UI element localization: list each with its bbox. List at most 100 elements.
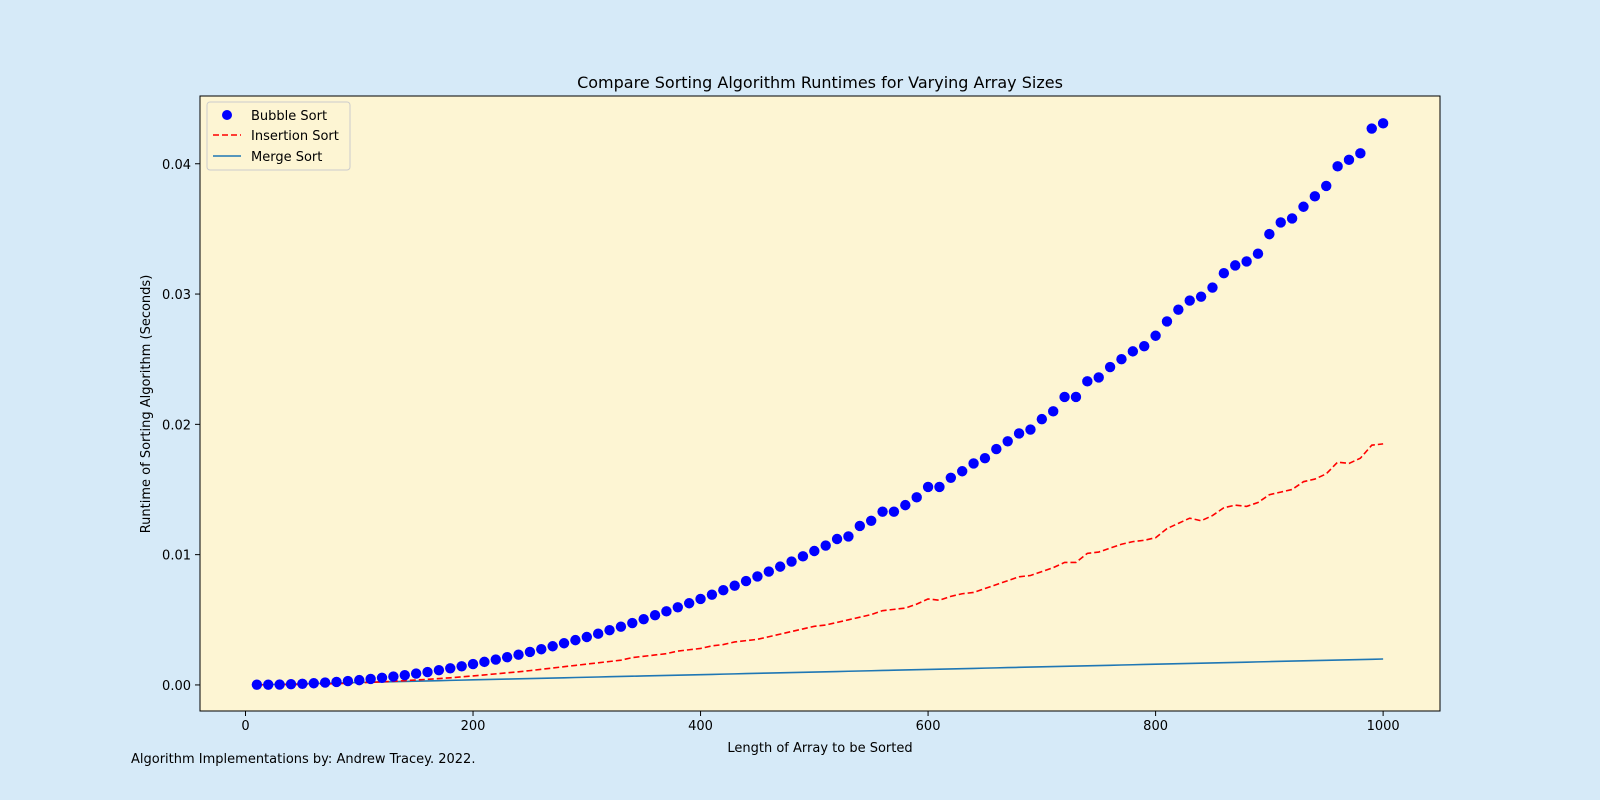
bubble-sort-point [706,589,718,600]
bubble-sort-point [900,499,911,511]
bubble-sort-point [445,663,456,674]
bubble-sort-point [615,621,627,632]
bubble-sort-point [297,678,308,689]
bubble-sort-point [968,458,979,469]
axes-background [200,96,1440,711]
bubble-sort-point [456,661,467,672]
legend-marker-bubble-sort [222,110,232,120]
bubble-sort-point [1139,340,1150,352]
bubble-sort-point [1161,316,1173,327]
bubble-sort-point [1070,391,1082,403]
bubble-sort-point [1275,217,1286,228]
x-tick-label: 0 [241,719,249,734]
bubble-sort-point [513,649,524,660]
bubble-sort-point [263,679,274,690]
bubble-sort-point [774,561,786,572]
x-tick-label: 800 [1143,719,1168,734]
bubble-sort-point [1321,180,1332,192]
bubble-sort-point [877,506,888,517]
y-axis-label: Runtime of Sorting Algorithm (Seconds) [139,275,154,534]
bubble-sort-point [649,610,661,621]
bubble-sort-point [957,466,968,477]
legend-label-bubble-sort: Bubble Sort [251,109,327,124]
bubble-sort-point [433,665,445,676]
bubble-sort-point [820,540,831,551]
x-tick-label: 400 [688,719,713,734]
bubble-sort-point [570,634,581,646]
bubble-sort-point [319,677,331,688]
y-tick-label: 0.02 [162,418,191,433]
x-tick-label: 1000 [1367,719,1400,734]
bubble-sort-point [479,656,490,668]
bubble-sort-point [558,638,570,649]
bubble-sort-point [888,506,900,517]
bubble-sort-point [865,515,877,526]
y-axis-ticks: 0.00 0.01 0.02 0.03 0.04 [162,158,200,694]
bubble-sort-point [547,641,558,652]
series-layer [251,118,1389,690]
bubble-sort-point [809,545,820,557]
bubble-sort-point [592,628,604,639]
bubble-sort-point [661,606,672,617]
bubble-sort-point [786,556,797,567]
credit-text: Algorithm Implementations by: Andrew Tra… [131,752,476,767]
bubble-sort-point [1286,213,1298,224]
y-tick-label: 0.01 [162,549,191,564]
bubble-sort-point [672,602,683,613]
bubble-sort-point [627,617,638,629]
bubble-sort-point [1173,304,1184,315]
bubble-sort-point [1059,391,1070,403]
bubble-sort-point [1343,154,1355,166]
bubble-sort-point [922,481,934,493]
bubble-sort-point [1230,260,1241,271]
bubble-sort-point [945,472,957,483]
bubble-sort-point [501,651,513,663]
bubble-sort-point [1218,268,1230,279]
bubble-sort-point [854,520,866,532]
bubble-sort-point [1002,436,1013,447]
bubble-sort-point [331,676,342,688]
bubble-sort-point [604,625,615,636]
bubble-sort-point [1116,353,1127,365]
x-tick-label: 600 [916,719,941,734]
bubble-sort-point [1184,295,1195,306]
bubble-sort-point [1150,330,1161,341]
bubble-sort-point [831,533,843,545]
legend: Bubble Sort Insertion Sort Merge Sort [206,101,351,171]
bubble-sort-point [285,678,297,690]
bubble-sort-point [354,674,365,686]
bubble-sort-point [467,658,479,670]
bubble-sort-point [991,443,1002,455]
y-tick-label: 0.03 [162,288,191,303]
bubble-sort-point [1366,123,1377,134]
bubble-sort-point [740,575,752,587]
bubble-sort-point [399,669,410,681]
bubble-sort-point [274,679,285,690]
bubble-sort-point [1025,424,1036,435]
bubble-sort-point [1195,291,1207,302]
bubble-sort-point [1048,406,1059,417]
bubble-sort-point [911,492,922,503]
bubble-sort-point [1241,256,1252,267]
x-axis-label: Length of Array to be Sorted [727,741,912,756]
bubble-sort-point [797,551,809,562]
bubble-sort-point [365,673,376,685]
bubble-sort-point [1013,428,1025,439]
bubble-sort-point [1036,413,1048,425]
bubble-sort-point [388,671,399,682]
legend-label-merge-sort: Merge Sort [251,150,322,165]
merge-sort-line [256,658,1384,686]
bubble-sort-point [683,598,695,609]
bubble-sort-point [524,646,536,658]
bubble-sort-point [843,531,854,542]
bubble-sort-point [1332,161,1343,172]
y-tick-label: 0.04 [162,158,191,173]
bubble-sort-point [1298,201,1309,212]
bubble-sort-point [410,668,422,679]
bubble-sort-point [718,585,729,596]
bubble-sort-point [1207,282,1218,293]
bubble-sort-point [1104,361,1116,373]
legend-label-insertion-sort: Insertion Sort [251,129,339,144]
bubble-sort-point [1309,191,1321,202]
